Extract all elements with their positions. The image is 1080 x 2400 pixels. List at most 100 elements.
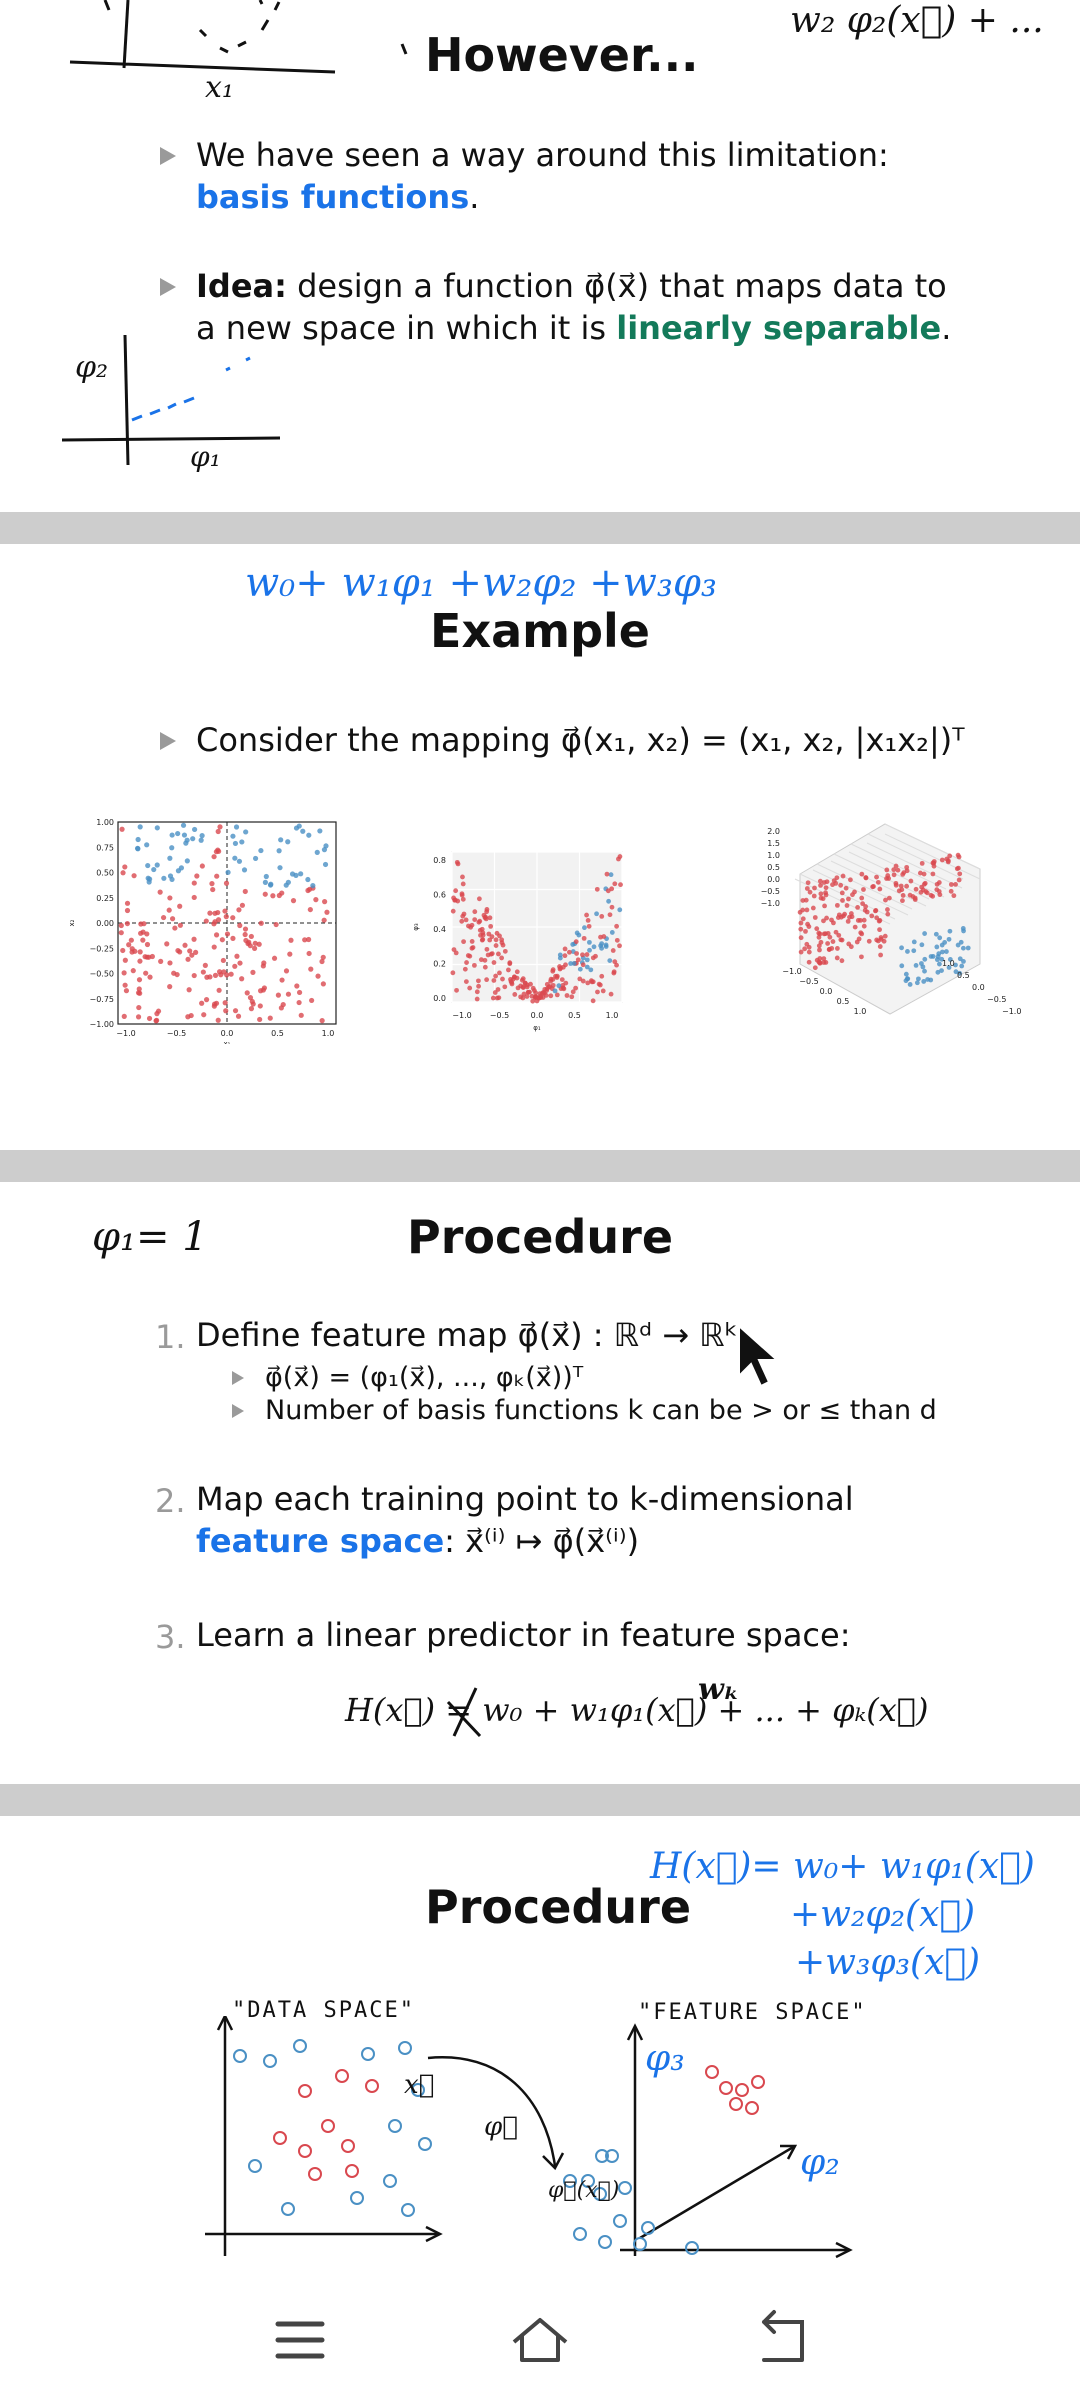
scatter-point (484, 977, 490, 983)
scatter-point (858, 930, 864, 936)
z-tick-label: −0.5 (761, 887, 780, 896)
scatter-point (940, 949, 945, 955)
scatter-point (900, 898, 905, 904)
scatter-point (317, 828, 323, 834)
scatter-point (899, 963, 905, 969)
blue-point (411, 2083, 425, 2097)
scatter-point (290, 898, 297, 904)
scatter-point (922, 931, 928, 936)
scatter-point (136, 1004, 142, 1011)
back-button[interactable] (740, 2300, 820, 2380)
scatter-point (252, 940, 258, 946)
x-tick-label: 0.0 (221, 1029, 234, 1038)
scatter-point (863, 875, 869, 880)
scatter-point (192, 826, 198, 833)
blue-point (563, 2174, 577, 2188)
scatter-point (128, 937, 134, 943)
scatter-point (870, 884, 876, 890)
scatter-point (904, 883, 910, 889)
scatter-point (607, 912, 613, 918)
red-point (345, 2164, 359, 2178)
scatter-point (953, 882, 958, 887)
scatter-point (191, 894, 197, 901)
scatter-point (306, 832, 312, 838)
scatter-point (587, 939, 592, 945)
scatter-point (842, 911, 848, 917)
scatter-point (802, 946, 808, 952)
scatter-point (814, 926, 820, 932)
scatter-point (232, 840, 239, 847)
blue-point (418, 2137, 432, 2151)
scatter-point (939, 956, 945, 962)
scatter-point (886, 895, 892, 901)
scatter-point (508, 977, 513, 982)
scatter-point (184, 858, 190, 864)
scatter-point (845, 918, 851, 924)
grid-line (848, 851, 945, 898)
scatter-point (804, 907, 810, 913)
scatter-point (198, 837, 204, 843)
scatter-point (546, 984, 552, 990)
scatter-point (459, 891, 465, 897)
scatter-point (608, 991, 614, 997)
scatter-point (838, 882, 844, 888)
x-tick-label: 0.5 (568, 1011, 581, 1020)
slide-procedure-1: φ₁= 1 Procedure 1. Define feature map φ⃗… (0, 1182, 1080, 1784)
scatter-point (822, 903, 827, 909)
scatter-point (470, 945, 476, 950)
bullet-marker (160, 147, 176, 165)
scatter-point (124, 900, 131, 906)
scatter-point (807, 889, 813, 895)
scatter-point (538, 993, 543, 999)
scatter-point (959, 963, 965, 969)
scatter-point (544, 988, 549, 993)
home-icon (512, 2318, 568, 2362)
scatter-point (945, 858, 951, 864)
scatter-point (263, 873, 269, 880)
scatter-point (919, 860, 925, 866)
menu-button[interactable] (260, 2300, 340, 2380)
scatter-point (124, 920, 130, 927)
scatter-point (893, 882, 899, 888)
scatter-point (614, 923, 620, 929)
arrow-head (425, 2225, 443, 2243)
red-point (321, 2119, 335, 2133)
mapping-arrow (427, 2056, 557, 2167)
scatter-point (907, 982, 913, 987)
arrow-head (216, 2016, 234, 2031)
y-tick-label: 0.0 (433, 994, 446, 1003)
scatter-point (609, 930, 615, 935)
scatter-point (482, 964, 488, 970)
red-point (751, 2075, 765, 2089)
scatter-point (919, 942, 925, 948)
scatter-point (169, 876, 175, 883)
scatter-point (526, 989, 531, 995)
scatter-point (191, 880, 197, 886)
scatter-plot-3d-side: 0.8 0.6 0.4 0.2 0.0 −1.0 −0.5 0.0 0.5 1.0 φ₁ φ₃ (400, 844, 670, 1044)
scatter-point (146, 954, 152, 960)
scatter-point (143, 970, 149, 976)
scatter-point (298, 1012, 304, 1018)
blue-point (641, 2221, 655, 2235)
scatter-point (118, 922, 124, 929)
scatter-point (474, 989, 480, 995)
scatter-point (884, 876, 889, 881)
scatter-point (800, 898, 806, 903)
bullet-mapping: Consider the mapping φ⃗(x₁, x₂) = (x₁, x… (196, 721, 965, 759)
home-button[interactable] (500, 2300, 580, 2380)
scatter-point (935, 969, 941, 975)
scatter-point (885, 907, 890, 912)
scatter-point (877, 927, 882, 933)
scatter-point (883, 897, 888, 903)
scatter-point (249, 998, 255, 1005)
scatter-point (878, 952, 884, 958)
scatter-point (452, 897, 458, 903)
ink-sum: w₀+ w₁φ₁ +w₂φ₂ +w₃φ₃ (245, 560, 717, 606)
scatter-point (194, 873, 200, 879)
scatter-point (600, 988, 606, 994)
y-tick-label: 0.25 (96, 894, 114, 903)
scatter-plot-3d-iso: 2.0 1.5 1.0 0.5 0.0 −0.5 −1.0 −1.0 −0.5 0.0 0.5 1.0… (740, 814, 1030, 1054)
scatter-point (202, 962, 208, 968)
scatter-point (951, 893, 957, 899)
scatter-point (293, 825, 300, 831)
